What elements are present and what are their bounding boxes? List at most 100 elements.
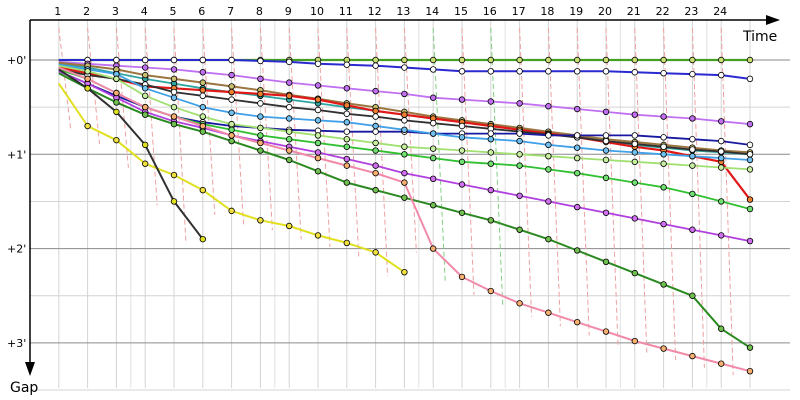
data-point bbox=[113, 75, 120, 83]
lap-guide-line bbox=[547, 27, 561, 327]
x-tick-label: 14 bbox=[425, 5, 439, 18]
data-point bbox=[228, 132, 235, 139]
data-point bbox=[487, 186, 494, 194]
data-point bbox=[430, 245, 437, 252]
data-point bbox=[487, 217, 494, 224]
series-13 bbox=[58, 66, 754, 375]
x-tick-label: 24 bbox=[713, 5, 727, 18]
data-point bbox=[487, 287, 494, 295]
data-point bbox=[631, 56, 638, 64]
data-point bbox=[574, 318, 581, 326]
data-point bbox=[141, 160, 149, 167]
data-point bbox=[372, 139, 379, 147]
data-point bbox=[343, 85, 350, 92]
data-point bbox=[689, 56, 696, 64]
data-point bbox=[257, 132, 264, 139]
data-point bbox=[718, 325, 725, 332]
data-point bbox=[660, 56, 667, 64]
data-point bbox=[746, 75, 754, 83]
data-point bbox=[401, 143, 408, 150]
lap-guide-line bbox=[115, 27, 129, 168]
data-point bbox=[602, 258, 610, 266]
data-point bbox=[314, 149, 322, 156]
data-point bbox=[746, 166, 754, 173]
data-point bbox=[314, 232, 322, 239]
data-point bbox=[257, 57, 264, 65]
series-10 bbox=[58, 68, 754, 213]
data-point bbox=[84, 122, 91, 130]
data-point bbox=[487, 68, 494, 75]
data-point bbox=[689, 190, 696, 198]
data-point bbox=[631, 158, 638, 166]
data-point bbox=[314, 132, 322, 139]
data-point bbox=[516, 151, 523, 158]
data-point bbox=[257, 217, 264, 224]
data-point bbox=[746, 344, 754, 351]
data-point bbox=[602, 147, 610, 154]
x-tick-label: 19 bbox=[569, 5, 583, 18]
data-point bbox=[199, 56, 206, 64]
data-point bbox=[170, 171, 178, 179]
data-point bbox=[257, 90, 264, 98]
data-point bbox=[401, 111, 408, 118]
data-point bbox=[545, 198, 552, 205]
data-point bbox=[199, 122, 206, 130]
data-point bbox=[458, 158, 466, 166]
data-point bbox=[199, 92, 206, 100]
x-tick-label: 21 bbox=[627, 5, 641, 18]
data-point bbox=[660, 151, 667, 158]
data-point bbox=[228, 56, 235, 64]
data-point bbox=[257, 100, 264, 107]
data-point bbox=[689, 292, 696, 299]
series-9 bbox=[58, 64, 754, 173]
data-point bbox=[170, 56, 178, 64]
data-point bbox=[257, 113, 264, 120]
data-point bbox=[314, 117, 322, 124]
data-point bbox=[545, 152, 552, 160]
data-point bbox=[170, 120, 178, 128]
x-tick-label: 10 bbox=[310, 5, 324, 18]
data-point bbox=[314, 96, 322, 103]
y-tick-label: +3' bbox=[7, 337, 26, 350]
data-point bbox=[516, 162, 523, 169]
series-group bbox=[57, 56, 754, 375]
data-point bbox=[84, 68, 91, 75]
data-point bbox=[314, 82, 322, 89]
data-point bbox=[286, 58, 293, 66]
x-tick-label: 8 bbox=[256, 5, 263, 18]
lap-guide-line bbox=[720, 27, 734, 376]
data-point bbox=[660, 134, 667, 141]
lap-guide-line bbox=[576, 27, 590, 336]
data-point bbox=[458, 122, 466, 130]
data-point bbox=[314, 139, 322, 147]
data-point bbox=[257, 139, 264, 147]
data-point bbox=[458, 68, 466, 75]
data-point bbox=[746, 156, 754, 164]
data-point bbox=[228, 120, 235, 128]
data-point bbox=[545, 56, 552, 64]
data-point bbox=[430, 154, 437, 162]
data-point bbox=[574, 68, 581, 75]
series-12 bbox=[58, 72, 754, 351]
data-point bbox=[343, 239, 350, 247]
data-point bbox=[574, 247, 581, 254]
data-point bbox=[458, 209, 466, 216]
data-point bbox=[228, 137, 235, 145]
x-tick-label: 11 bbox=[339, 5, 353, 18]
data-point bbox=[746, 120, 754, 128]
data-point bbox=[314, 60, 322, 67]
x-tick-label: 12 bbox=[368, 5, 382, 18]
data-point bbox=[228, 88, 235, 96]
data-point bbox=[574, 132, 581, 139]
data-point bbox=[113, 108, 120, 116]
data-point bbox=[545, 141, 552, 149]
data-point bbox=[372, 62, 379, 69]
data-point bbox=[487, 160, 494, 167]
data-point bbox=[660, 220, 667, 228]
data-point bbox=[199, 86, 206, 94]
lap-guide-line bbox=[490, 27, 504, 308]
data-point bbox=[141, 71, 149, 79]
x-tick-label: 15 bbox=[454, 5, 468, 18]
lap-guide-line bbox=[202, 27, 216, 215]
data-point bbox=[631, 269, 638, 277]
